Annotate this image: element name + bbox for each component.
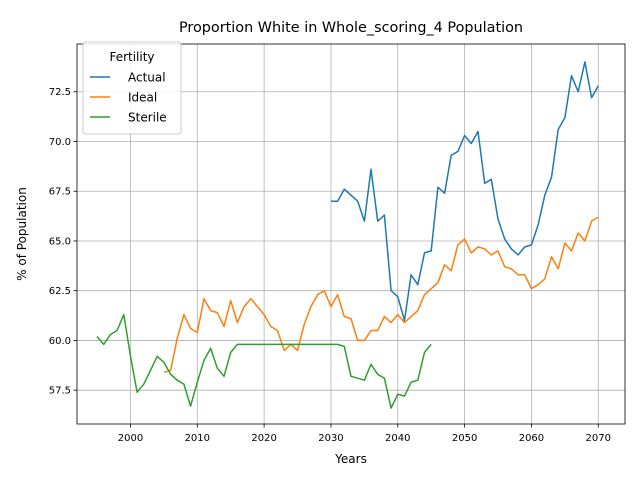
legend-title: Fertility [109, 50, 154, 64]
x-tick-label: 2070 [586, 433, 611, 444]
legend: Fertility Actual Ideal Sterile [82, 41, 182, 135]
chart-title: Proportion White in Whole_scoring_4 Popu… [179, 20, 523, 36]
x-tick-label: 2040 [385, 433, 410, 444]
x-tick-label: 2020 [251, 433, 276, 444]
x-tick-label: 2060 [519, 433, 544, 444]
y-tick-label: 72.5 [49, 87, 71, 98]
series-line-actual [331, 61, 599, 322]
x-tick-label: 2000 [118, 433, 143, 444]
legend-label-ideal: Ideal [128, 91, 157, 105]
y-tick-label: 62.5 [49, 286, 71, 297]
y-axis-label: % of Population [15, 187, 29, 281]
plot-frame [76, 43, 626, 425]
y-tick-label: 60.0 [49, 336, 71, 347]
grid-lines [77, 44, 625, 424]
x-tick-label: 2010 [185, 433, 210, 444]
x-tick-label: 2050 [452, 433, 477, 444]
x-tick-label: 2030 [318, 433, 343, 444]
axis-ticks: 2000 2010 2020 2030 2040 2050 2060 2070 57.5 60.0… [49, 87, 611, 444]
legend-label-sterile: Sterile [128, 111, 167, 125]
y-tick-label: 57.5 [49, 386, 71, 397]
series-line-ideal [163, 216, 599, 374]
series-lines [96, 61, 599, 409]
y-tick-label: 67.5 [49, 187, 71, 198]
y-tick-label: 70.0 [49, 137, 71, 148]
y-tick-label: 65.0 [49, 236, 71, 247]
legend-label-actual: Actual [128, 71, 166, 85]
series-line-sterile [96, 313, 432, 409]
x-axis-label: Years [334, 452, 367, 466]
legend-box [82, 41, 182, 135]
